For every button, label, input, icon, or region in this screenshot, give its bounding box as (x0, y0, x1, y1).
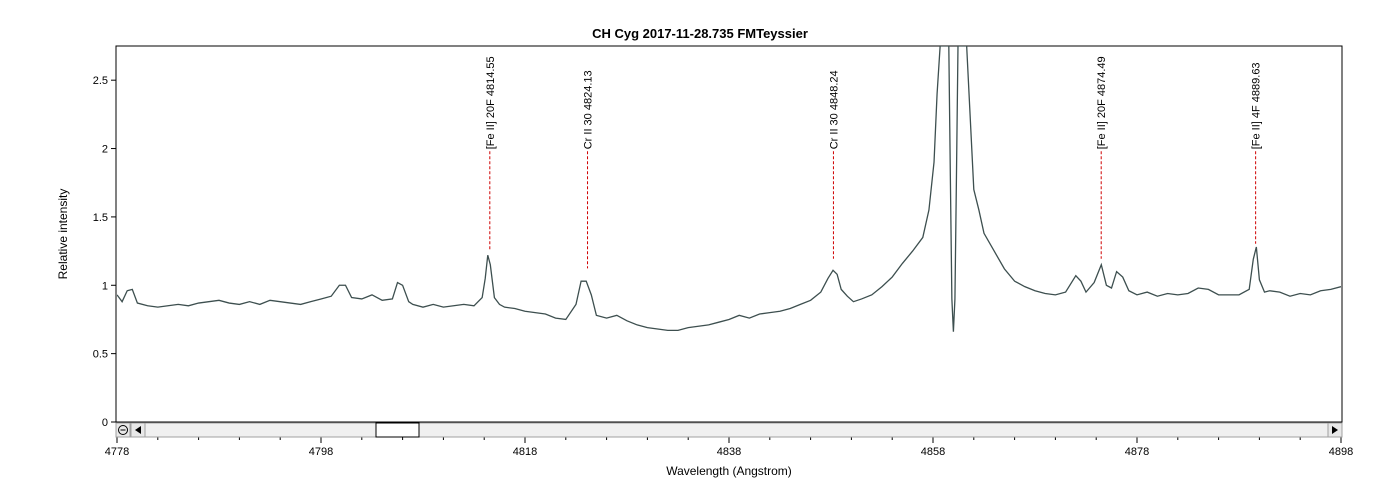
line-marker-label: [Fe II] 4F 4889.63 (1251, 62, 1263, 149)
x-tick-label: 4838 (717, 446, 741, 458)
scrollbar-thumb[interactable] (375, 422, 420, 438)
spectrum-line (117, 46, 1341, 332)
y-tick-label: 0 (102, 417, 108, 429)
line-marker-label: [Fe II] 20F 4874.49 (1096, 56, 1108, 149)
x-axis-label: Wavelength (Angstrom) (666, 464, 792, 478)
plot-frame (115, 45, 1343, 423)
scroll-right-button[interactable] (1327, 422, 1343, 438)
scroll-left-button[interactable] (130, 422, 146, 438)
x-tick-label: 4878 (1125, 446, 1149, 458)
x-tick-label: 4778 (105, 446, 129, 458)
chart-title: CH Cyg 2017-11-28.735 FMTeyssier (592, 26, 808, 41)
x-tick-label: 4798 (309, 446, 333, 458)
scrollbar-track[interactable] (115, 422, 1343, 438)
y-tick-label: 2.5 (93, 75, 108, 87)
zoom-out-icon (118, 425, 128, 435)
horizontal-scrollbar[interactable] (115, 422, 1343, 438)
zoom-out-button[interactable] (115, 422, 131, 438)
plot-area: [Fe II] 20F 4814.55 Cr II 30 4824.13 Cr II… (117, 46, 1341, 332)
x-axis: 4778 4798 4818 4838 4858 4878 4898 (105, 436, 1353, 458)
y-tick-label: 0.5 (93, 349, 108, 361)
y-tick-label: 1 (102, 280, 108, 292)
y-axis-label: Relative intensity (56, 189, 70, 280)
line-marker-label: Cr II 30 4824.13 (583, 70, 595, 149)
x-tick-label: 4818 (513, 446, 537, 458)
y-axis: 0 0.5 1 1.5 2 2.5 (93, 75, 116, 429)
y-tick-label: 1.5 (93, 212, 108, 224)
line-marker-label: [Fe II] 20F 4814.55 (485, 56, 497, 149)
x-tick-label: 4898 (1329, 446, 1353, 458)
line-markers: [Fe II] 20F 4814.55 Cr II 30 4824.13 Cr II… (485, 56, 1263, 269)
line-marker-label: Cr II 30 4848.24 (828, 70, 840, 149)
x-tick-label: 4858 (921, 446, 945, 458)
y-tick-label: 2 (102, 144, 108, 156)
arrow-left-icon (135, 426, 141, 434)
arrow-right-icon (1332, 426, 1338, 434)
